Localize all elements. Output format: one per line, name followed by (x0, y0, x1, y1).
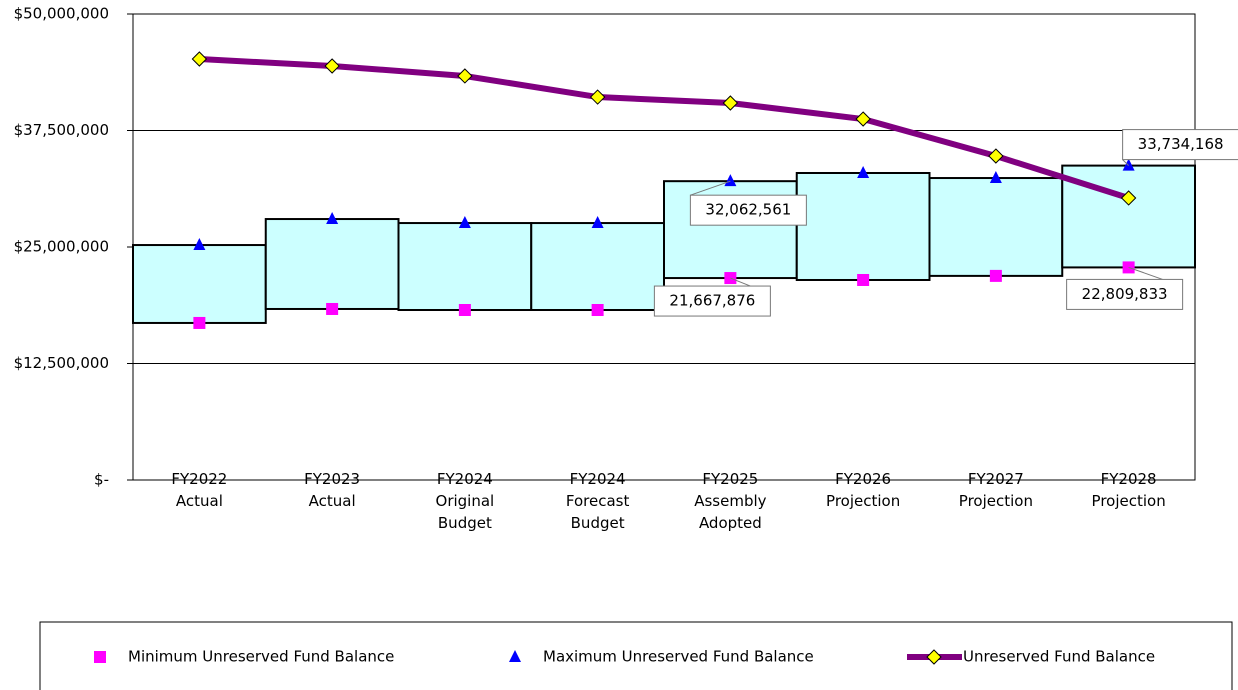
legend (39, 621, 1233, 690)
legend-marker (94, 651, 106, 663)
marker (989, 171, 1002, 184)
data-label: 22,809,833 (1082, 285, 1168, 303)
data-label: 33,734,168 (1138, 135, 1224, 153)
x-tick-label: FY2023 Actual (304, 470, 361, 510)
data-label: 21,667,876 (669, 292, 755, 310)
callout-box (1066, 278, 1184, 310)
marker (591, 216, 604, 229)
legend-label: Unreserved Fund Balance (963, 648, 1155, 666)
y-tick-label: $50,000,000 (14, 5, 109, 23)
marker (326, 302, 339, 315)
marker (326, 212, 339, 225)
callout-box (689, 194, 807, 226)
x-tick-label: FY2024 Original Budget (435, 470, 495, 532)
marker (193, 238, 206, 251)
x-tick-label: FY2026 Projection (826, 470, 901, 510)
callout-leader (1122, 159, 1129, 166)
marker (457, 68, 473, 84)
y-tick-label: $- (94, 471, 109, 489)
marker (1120, 190, 1137, 206)
marker (458, 304, 471, 317)
marker (857, 165, 870, 178)
range-box (530, 222, 665, 312)
marker (591, 304, 604, 317)
legend-label: Minimum Unreserved Fund Balance (128, 648, 394, 666)
x-tick-label: FY2024 Forecast Budget (565, 470, 630, 532)
marker (988, 148, 1004, 164)
marker (989, 269, 1002, 282)
range-box (264, 218, 400, 310)
callout-leader (690, 180, 731, 196)
line (199, 56, 1130, 201)
marker (458, 216, 471, 229)
marker (857, 273, 870, 286)
x-tick-label: FY2027 Projection (958, 470, 1033, 510)
y-tick-label: $25,000,000 (14, 238, 109, 256)
range-box (928, 177, 1064, 277)
callout-box (1122, 129, 1238, 161)
range-box (397, 222, 533, 312)
marker (724, 174, 737, 187)
marker (722, 95, 739, 111)
callout-box (653, 285, 771, 317)
legend-marker (509, 650, 521, 662)
y-tick-label: $37,500,000 (14, 121, 109, 139)
callout-leader (730, 277, 751, 287)
legend-marker (926, 649, 942, 665)
marker (324, 58, 340, 74)
range-box (132, 244, 267, 324)
marker (855, 111, 871, 127)
y-tick-label: $12,500,000 (14, 354, 109, 372)
data-label: 32,062,561 (705, 201, 791, 219)
x-tick-label: FY2028 Projection (1091, 470, 1166, 510)
x-tick-label: FY2022 Actual (171, 470, 228, 510)
legend-label: Maximum Unreserved Fund Balance (543, 648, 814, 666)
marker (193, 316, 206, 329)
marker (1122, 158, 1135, 171)
callout-leader (1128, 266, 1163, 280)
x-tick-label: FY2025 Assembly Adopted (694, 470, 767, 532)
marker (589, 89, 606, 105)
marker (191, 51, 208, 67)
range-box (795, 171, 931, 281)
